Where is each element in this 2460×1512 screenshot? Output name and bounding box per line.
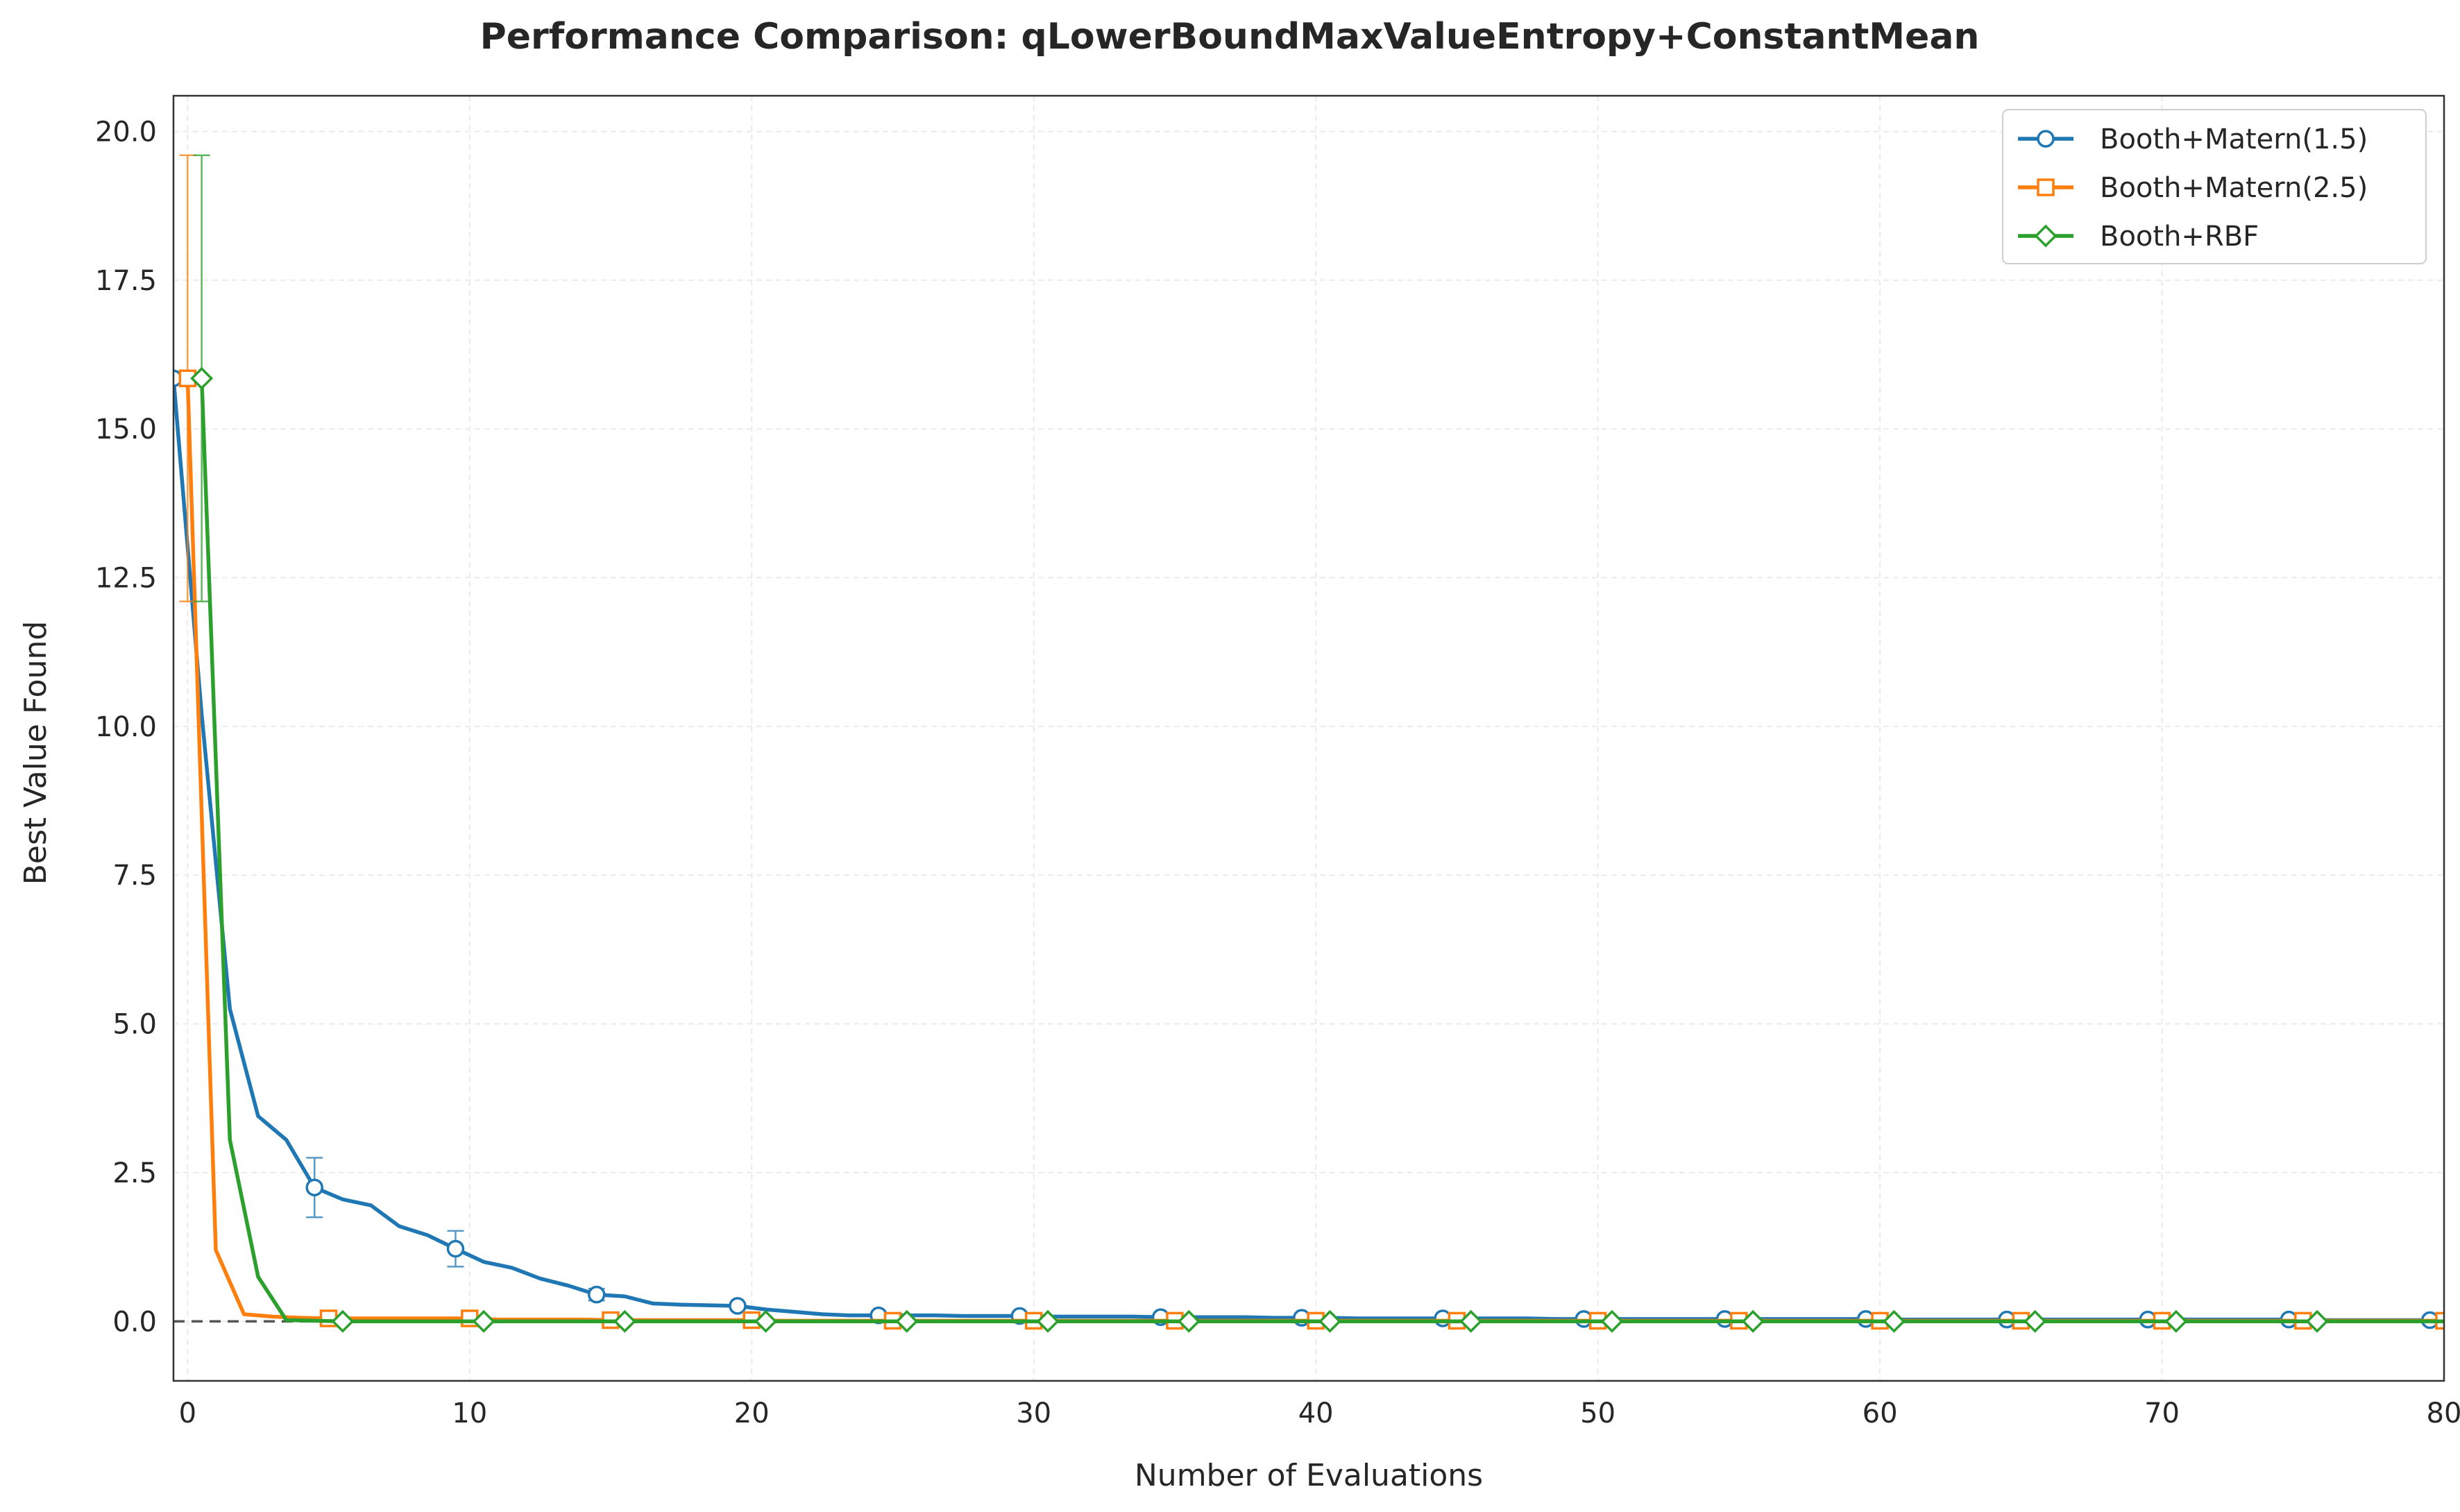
data-point [446, 1239, 465, 1258]
legend: Booth+Matern(1.5) Booth+Matern(2.5) Booth+… [2002, 109, 2427, 264]
data-point [2024, 1309, 2047, 1333]
x-tick-label: 80 [2427, 1398, 2460, 1429]
x-tick-label: 20 [734, 1398, 770, 1429]
legend-label: Booth+Matern(1.5) [2100, 124, 2368, 155]
x-axis-label: Number of Evaluations [1135, 1458, 1483, 1493]
data-point [613, 1309, 636, 1333]
data-point [331, 1309, 355, 1333]
data-point [1882, 1309, 1906, 1333]
series-1 [173, 369, 2439, 1330]
x-tick-label: 40 [1298, 1398, 1334, 1429]
chart-title: Performance Comparison: qLowerBoundMaxVa… [480, 16, 1980, 58]
data-point [754, 1309, 778, 1333]
x-tick-label: 30 [1016, 1398, 1051, 1429]
series-3 [190, 154, 2460, 1333]
data-point [472, 1309, 495, 1333]
data-point [1036, 1309, 1060, 1333]
y-tick-label: 7.5 [112, 860, 157, 892]
data-point [729, 1297, 747, 1315]
series-layer [173, 154, 2460, 1333]
legend-item: Booth+Matern(1.5) [2018, 124, 2368, 155]
data-point [1459, 1309, 1483, 1333]
y-tick-label: 17.5 [95, 265, 157, 297]
series-line [199, 378, 2444, 1324]
data-point [190, 366, 214, 390]
data-point [587, 1285, 606, 1304]
series-line [173, 378, 2430, 1323]
legend-label: Booth+RBF [2100, 221, 2259, 253]
data-point [1318, 1309, 1341, 1333]
axis-ticks: 0 10 20 30 40 50 60 70 80 0.0 2.5 5.0 7.5 10.0 12.5 15.… [95, 116, 2460, 1429]
data-point [1177, 1309, 1201, 1333]
data-point [895, 1309, 919, 1333]
legend-item: Booth+Matern(2.5) [2018, 172, 2368, 204]
grid [173, 96, 2445, 1381]
x-tick-label: 10 [452, 1398, 487, 1429]
data-point [2164, 1309, 2188, 1333]
y-tick-label: 20.0 [95, 116, 157, 148]
data-point [305, 1178, 323, 1197]
y-tick-label: 0.0 [112, 1306, 157, 1338]
plot-frame [172, 94, 2445, 1382]
legend-swatch-marker [2034, 224, 2058, 248]
legend-swatch-marker [2037, 130, 2055, 148]
data-point [1741, 1309, 1765, 1333]
y-axis-label: Best Value Found [18, 621, 53, 885]
legend-label: Booth+Matern(2.5) [2100, 172, 2368, 204]
y-tick-label: 10.0 [95, 711, 157, 743]
legend-swatch-marker [2037, 178, 2055, 196]
data-point [2305, 1309, 2329, 1333]
data-point [1600, 1309, 1624, 1333]
y-tick-label: 5.0 [112, 1009, 157, 1041]
x-tick-label: 50 [1580, 1398, 1615, 1429]
data-point [2448, 1311, 2460, 1331]
legend-box [2002, 109, 2427, 264]
y-tick-label: 12.5 [95, 563, 157, 595]
x-tick-label: 70 [2144, 1398, 2180, 1429]
x-tick-label: 0 [179, 1398, 196, 1429]
y-tick-label: 15.0 [95, 414, 157, 445]
legend-item: Booth+RBF [2018, 221, 2259, 253]
y-tick-label: 2.5 [112, 1157, 157, 1189]
x-tick-label: 60 [1863, 1398, 1898, 1429]
